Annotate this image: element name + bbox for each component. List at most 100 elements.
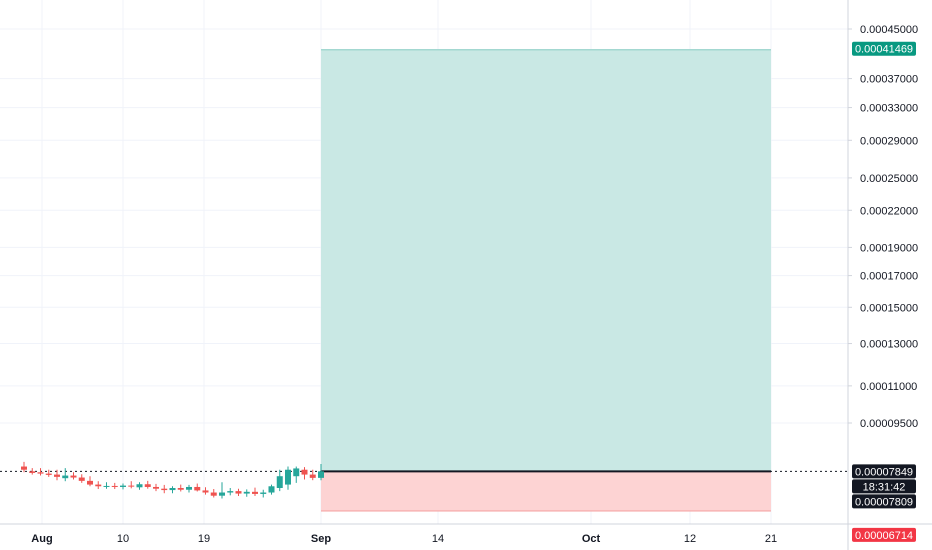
price-tag: 0.00007809 [852, 494, 916, 509]
time-tick-label: Aug [31, 533, 52, 545]
price-tag-label: 0.00007849 [855, 466, 913, 478]
price-tick-label: 0.00033000 [860, 103, 918, 115]
candle [153, 483, 159, 492]
candle [37, 468, 44, 476]
candle-body [29, 471, 36, 473]
profit-zone[interactable] [321, 49, 771, 472]
candle-body [194, 486, 201, 491]
price-tag: 0.00006714 [852, 527, 916, 542]
candle-body [62, 475, 69, 479]
candle [103, 482, 110, 489]
candle-body [318, 471, 324, 478]
candle-body [78, 477, 85, 481]
price-tick-label: 0.00022000 [860, 205, 918, 217]
candle [210, 489, 217, 498]
price-tag: 0.00041469 [852, 41, 916, 56]
time-tick-label: Sep [311, 533, 331, 545]
candle-body [202, 490, 209, 493]
candle-body [161, 488, 168, 491]
candle [45, 469, 52, 477]
time-tick-label: Oct [582, 533, 601, 545]
candle-body [252, 491, 258, 494]
candle-body [103, 485, 110, 487]
time-tick-label: 10 [117, 533, 129, 545]
candle [78, 474, 85, 483]
price-tick-label: 0.00013000 [860, 339, 918, 351]
candle [177, 484, 184, 492]
time-tick-label: 21 [765, 533, 777, 545]
candle-body [169, 487, 176, 491]
candle [227, 487, 234, 496]
candle-body [186, 486, 192, 490]
candle-body [210, 492, 217, 496]
price-tag-label: 0.00007809 [855, 496, 913, 508]
candle-body [45, 473, 52, 475]
candle [54, 469, 60, 481]
candle-body [70, 475, 77, 478]
candle [161, 484, 168, 494]
price-tag-box [852, 41, 916, 56]
candle-body [120, 485, 126, 487]
candle-body [260, 492, 267, 494]
candle-body [285, 469, 291, 485]
price-tag: 0.00007849 [852, 464, 916, 479]
price-tick-label: 0.00037000 [860, 74, 918, 86]
candle-body [95, 484, 102, 487]
candle [144, 480, 151, 489]
candles [21, 461, 324, 499]
price-tag-label: 0.00041469 [855, 44, 913, 56]
candle-body [177, 487, 184, 490]
candle [120, 483, 126, 490]
price-tags: 0.00041469 0.00007849 18:31:42 0.00007809 0.… [852, 41, 916, 542]
price-tick-label: 0.00009500 [860, 418, 918, 430]
candle-body [144, 484, 151, 487]
candle [186, 484, 192, 493]
price-tag-label: 18:31:42 [863, 481, 906, 493]
candle-body [128, 485, 135, 487]
candle [111, 482, 118, 490]
candle [169, 486, 176, 494]
price-tick-label: 0.00025000 [860, 173, 918, 185]
price-tick-label: 0.00019000 [860, 242, 918, 254]
candle [29, 468, 36, 475]
candle [95, 481, 102, 490]
candle-body [293, 468, 300, 477]
candle [136, 482, 143, 490]
candle [276, 469, 283, 492]
candle [260, 489, 267, 498]
candle-body [276, 476, 283, 488]
candle [252, 487, 258, 497]
candle [285, 466, 291, 490]
candle [243, 489, 250, 497]
candle [62, 468, 69, 482]
price-tick-label: 0.00045000 [860, 24, 918, 36]
candle-body [227, 491, 234, 493]
price-tick-label: 0.00015000 [860, 302, 918, 314]
time-tick-label: 19 [198, 533, 210, 545]
price-tag-box [852, 479, 916, 494]
candle [202, 487, 209, 495]
candle [21, 461, 27, 473]
candle-body [153, 486, 159, 489]
candle [293, 466, 300, 483]
price-tag: 18:31:42 [852, 479, 916, 494]
candle-body [301, 469, 308, 475]
candle-body [21, 466, 27, 470]
candle [309, 469, 316, 481]
candle-body [309, 474, 316, 478]
position-tool[interactable] [0, 48, 848, 512]
price-tag-box [852, 494, 916, 509]
loss-zone[interactable] [321, 471, 771, 511]
price-tag-label: 0.00006714 [855, 530, 913, 542]
candle [194, 483, 201, 492]
candle-body [235, 491, 242, 494]
price-tag-box [852, 464, 916, 479]
candle [70, 472, 77, 480]
time-tick-label: 12 [684, 533, 696, 545]
price-tick-label: 0.00017000 [860, 271, 918, 283]
candle-body [37, 472, 44, 474]
time-tick-label: 14 [432, 533, 444, 545]
candle-body [87, 480, 93, 485]
